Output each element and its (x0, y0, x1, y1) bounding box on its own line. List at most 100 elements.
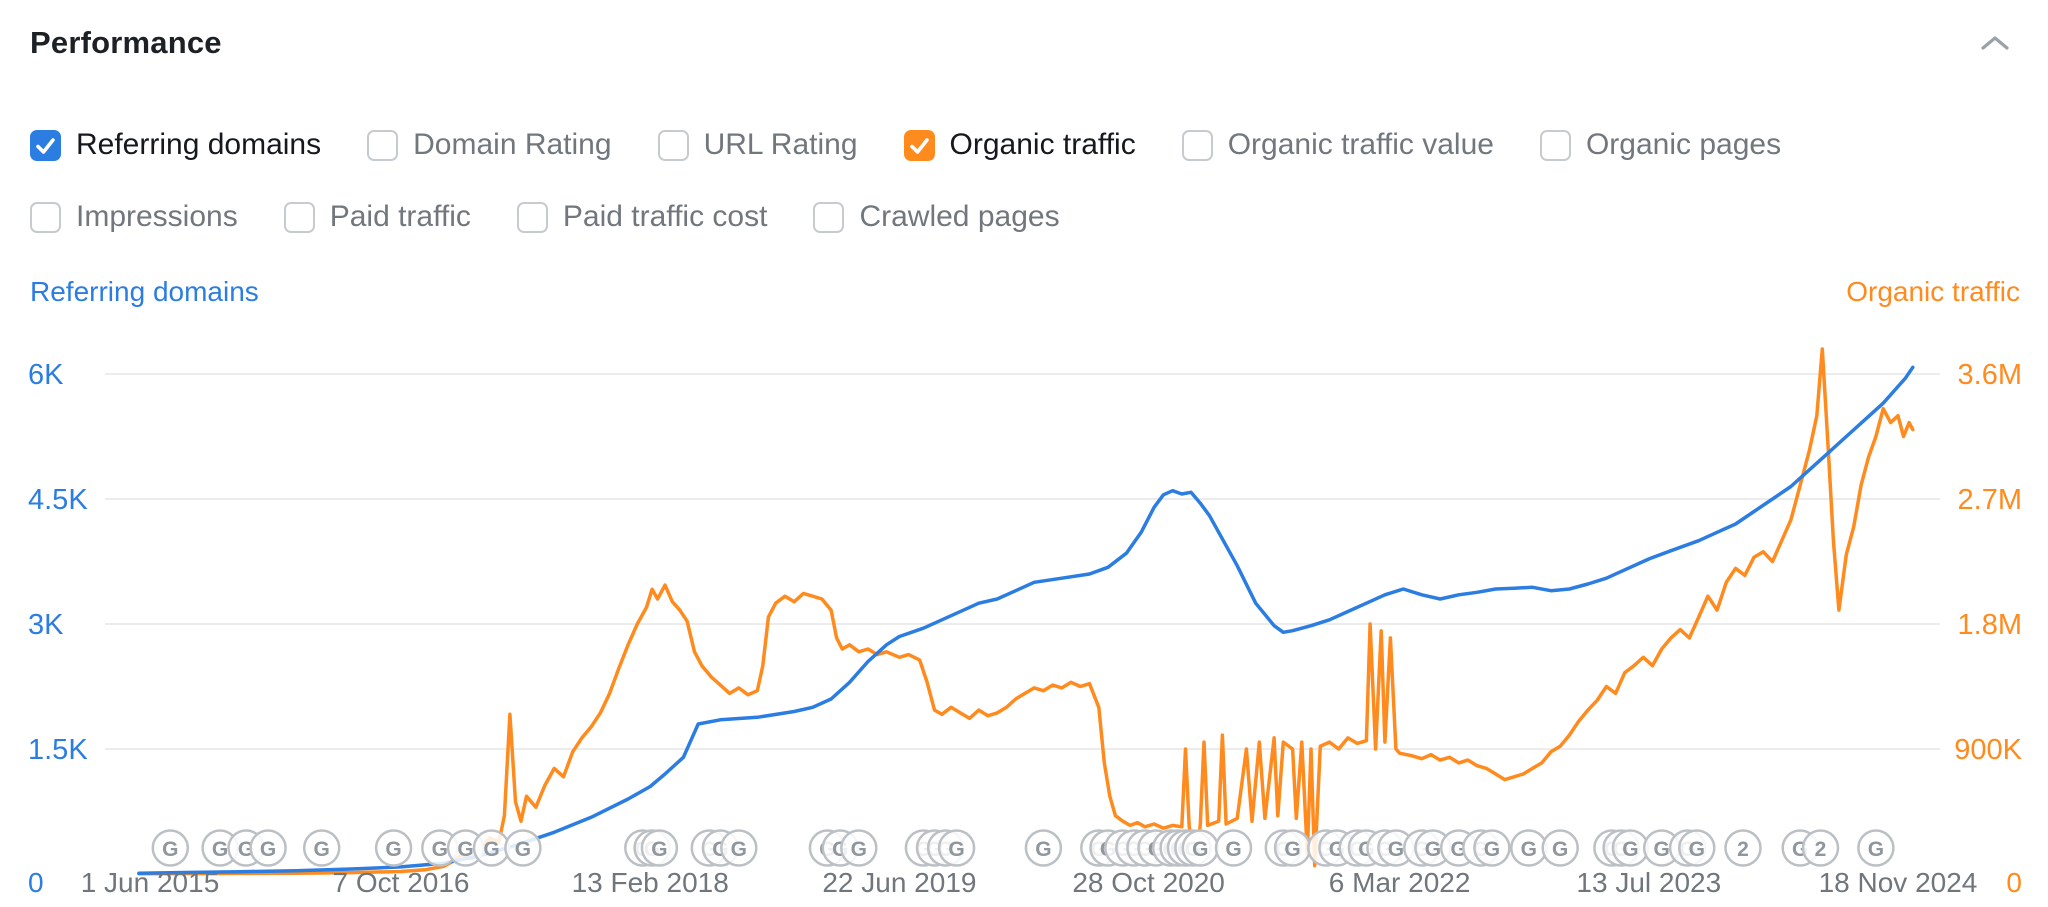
google-update-marker[interactable]: G (720, 829, 758, 867)
checkbox-paid-traffic[interactable] (283, 201, 315, 233)
google-update-marker[interactable]: G (1024, 829, 1063, 867)
google-update-marker-glyph: G (1521, 838, 1537, 861)
metric-toggle-paid-traffic-cost[interactable]: Paid traffic cost (516, 200, 768, 234)
google-update-marker[interactable]: G (472, 829, 511, 867)
google-update-marker[interactable]: G (421, 829, 459, 867)
google-update-marker[interactable]: G (1541, 829, 1579, 867)
google-update-marker-circle (1473, 829, 1511, 867)
checkbox-crawled-pages[interactable] (813, 201, 845, 233)
google-update-marker[interactable]: G (640, 829, 679, 867)
checkbox-organic-traffic[interactable] (903, 129, 935, 161)
x-axis-date-label: 28 Oct 2020 (1072, 867, 1225, 898)
google-update-marker[interactable]: G (249, 829, 287, 867)
google-update-marker[interactable]: G (1377, 829, 1415, 867)
google-update-marker-glyph: G (483, 838, 499, 861)
metric-toggle-crawled-pages[interactable]: Crawled pages (813, 200, 1060, 234)
x-axis-date-label: 18 Nov 2024 (1819, 867, 1978, 898)
left-axis-tick-label: 1.5K (28, 734, 88, 766)
google-update-marker-circle (840, 829, 878, 867)
google-update-marker-circle (249, 829, 287, 867)
google-update-marker-circle (302, 829, 341, 867)
referring-domains-line (137, 365, 1915, 875)
google-update-marker-glyph: G (1225, 838, 1241, 861)
panel-header: Performance (30, 20, 2016, 66)
metric-toggle-paid-traffic[interactable]: Paid traffic (283, 200, 471, 234)
google-update-marker-glyph: G (1484, 838, 1500, 861)
right-axis-tick-label: 2.7M (1958, 484, 2022, 516)
google-update-marker-glyph: G (651, 838, 667, 861)
x-axis-date-label: 7 Oct 2016 (333, 867, 470, 898)
google-update-marker-glyph: 2 (1737, 838, 1749, 861)
google-update-marker[interactable]: G (1857, 829, 1895, 867)
checkbox-paid-traffic-cost[interactable] (516, 201, 548, 233)
google-update-marker[interactable]: G (840, 829, 878, 867)
google-update-marker[interactable]: G (151, 829, 190, 867)
google-update-marker-circle (1214, 829, 1253, 867)
performance-chart[interactable]: 6K 4.5K 3K 1.5K 3.6M 2.7M 1.8M 900K G G G G G G G G G G G G… (0, 320, 2048, 907)
google-update-marker-glyph: G (212, 838, 228, 861)
google-update-marker-glyph: G (385, 838, 401, 861)
toggle-label: URL Rating (703, 128, 858, 161)
checkbox-referring-domains[interactable] (30, 129, 61, 161)
google-update-marker-glyph: G (948, 838, 964, 861)
x-axis-date-label: 13 Feb 2018 (572, 867, 729, 898)
google-update-marker[interactable]: G (1678, 829, 1716, 867)
google-update-marker[interactable]: G (937, 829, 976, 867)
left-axis-zero-label: 0 (28, 867, 44, 898)
metric-toggle-organic-traffic[interactable]: Organic traffic (903, 128, 1136, 162)
google-update-marker[interactable]: G (1181, 829, 1220, 867)
metric-toggle-url-rating[interactable]: URL Rating (657, 128, 858, 162)
checkmark-icon (909, 137, 929, 154)
google-update-marker-glyph: G (1654, 838, 1670, 861)
google-update-marker[interactable]: 2 (1724, 829, 1762, 867)
google-update-marker[interactable]: 2 (1801, 829, 1840, 867)
metric-toggle-organic-pages[interactable]: Organic pages (1539, 128, 1781, 162)
google-update-marker-glyph: G (1552, 838, 1568, 861)
collapse-panel-button[interactable] (1974, 28, 2016, 58)
google-update-marker-circle (151, 829, 190, 867)
google-update-marker-circle (1857, 829, 1895, 867)
google-update-marker[interactable]: G (374, 829, 413, 867)
google-update-marker[interactable]: G (1473, 829, 1511, 867)
google-update-marker-glyph: G (457, 838, 473, 861)
google-update-marker[interactable]: G (1414, 829, 1452, 867)
google-update-marker[interactable]: G (1214, 829, 1253, 867)
google-update-marker-glyph: G (1192, 838, 1208, 861)
metric-toggle-domain-rating[interactable]: Domain Rating (367, 128, 612, 162)
chevron-up-icon (1981, 36, 2009, 50)
left-axis-tick-label: 6K (28, 359, 64, 391)
google-update-marker-glyph: G (1425, 838, 1441, 861)
toggle-label: Paid traffic cost (562, 200, 768, 233)
metric-toggle-referring-domains[interactable]: Referring domains (30, 128, 321, 162)
checkbox-organic-traffic-value[interactable] (1181, 129, 1213, 161)
checkbox-impressions[interactable] (30, 201, 61, 233)
google-update-marker-glyph: G (851, 838, 867, 861)
google-update-marker-circle (1024, 829, 1063, 867)
google-update-marker-glyph: G (162, 838, 178, 861)
google-update-marker-circle (1724, 829, 1762, 867)
google-update-marker[interactable]: G (1611, 829, 1650, 867)
checkbox-organic-pages[interactable] (1539, 129, 1571, 161)
right-axis-title: Organic traffic (1846, 276, 2020, 307)
organic-traffic-line (137, 347, 1915, 876)
metric-toggle-row-2: Impressions Paid traffic Paid traffic cost… (30, 200, 1060, 234)
right-axis-tick-label: 3.6M (1958, 359, 2022, 391)
google-update-marker-glyph: G (1035, 838, 1051, 861)
google-update-marker-circle (720, 829, 758, 867)
google-update-marker-circle (640, 829, 679, 867)
metric-toggle-organic-traffic-value[interactable]: Organic traffic value (1181, 128, 1494, 162)
google-update-marker[interactable]: G (1273, 829, 1312, 867)
google-update-marker[interactable]: G (504, 829, 542, 867)
google-update-marker[interactable]: G (1510, 829, 1548, 867)
checkbox-url-rating[interactable] (657, 129, 689, 161)
google-update-marker[interactable]: G (302, 829, 341, 867)
metric-toggle-impressions[interactable]: Impressions (30, 200, 238, 234)
checkbox-domain-rating[interactable] (367, 129, 399, 161)
checkmark-icon (36, 137, 55, 154)
x-axis-date-label: 13 Jul 2023 (1576, 867, 1721, 898)
toggle-label: Domain Rating (413, 128, 612, 161)
google-update-marker[interactable]: G (201, 829, 239, 867)
toggle-label: Impressions (76, 200, 238, 233)
